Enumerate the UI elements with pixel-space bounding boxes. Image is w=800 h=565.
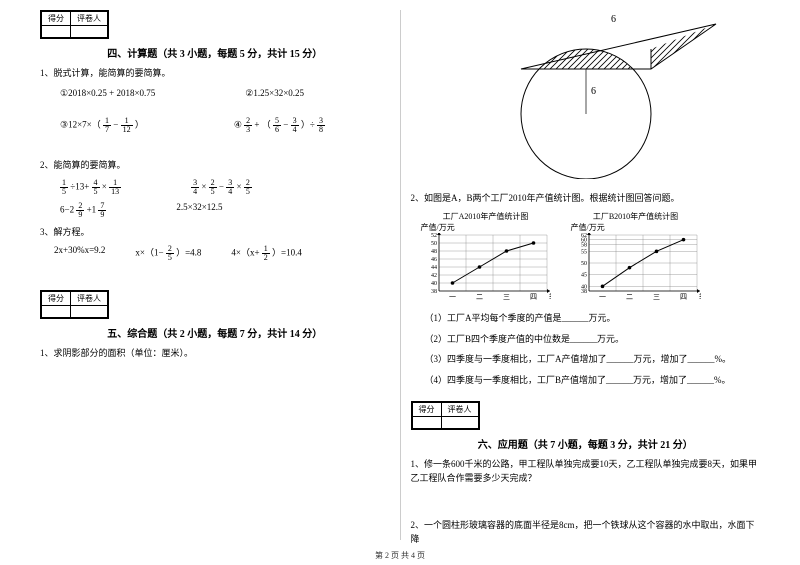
q3c: 4×（x+ 12 ）=10.4 [231,245,301,262]
svg-text:季度: 季度 [549,292,551,301]
score-label: 得分 [42,12,71,26]
svg-text:40: 40 [581,285,587,291]
q2c: 6−2 29 +1 79 [60,202,106,219]
q1d: ④ 23 + （ 56 − 34 ）÷ 38 [234,117,325,134]
svg-text:6: 6 [591,86,596,97]
score-box: 得分 评卷人 [40,10,109,39]
svg-text:6: 6 [611,14,616,25]
q1: 1、脱式计算，能简算的要简算。 [40,66,390,80]
svg-text:50: 50 [431,241,437,247]
rq2: 2、如图是A，B两个工厂2010年产值统计图。根据统计图回答问题。 [411,191,761,205]
svg-text:四: 四 [680,293,687,301]
q5-1: 1、求阴影部分的面积（单位：厘米）。 [40,346,390,360]
grader-label: 评卷人 [71,12,108,26]
svg-text:季度: 季度 [699,292,701,301]
svg-text:46: 46 [431,257,437,263]
q3b: x×（1− 25 ）=4.8 [135,245,201,262]
svg-text:45: 45 [581,273,587,279]
q2b: 34 × 25 − 34 × 25 [191,179,252,196]
svg-text:三: 三 [503,293,510,301]
chart-b: 工厂B2010年产值统计图 产值/万元 3840455055586062一二三四… [571,211,701,305]
rq2-2: （2）工厂B四个季度产值的中位数是______万元。 [425,332,761,346]
svg-text:52: 52 [431,233,437,239]
q3: 3、解方程。 [40,225,390,239]
score-box-6: 得分评卷人 [411,401,480,430]
svg-text:二: 二 [476,293,483,301]
svg-text:42: 42 [431,273,437,279]
q6-1: 1、修一条600千米的公路，甲工程队单独完成要10天，乙工程队单独完成要8天，如… [411,457,761,486]
left-column: 得分 评卷人 四、计算题（共 3 小题，每题 5 分，共计 15 分） 1、脱式… [30,10,401,540]
svg-text:三: 三 [653,293,660,301]
q3a: 2x+30%x=9.2 [54,245,105,262]
chart-a: 工厂A2010年产值统计图 产值/万元 3840424446485052一二三四… [421,211,551,305]
svg-text:62: 62 [581,233,587,239]
geometry-figure: 6 6 [491,14,761,181]
rq2-1: （1）工厂A平均每个季度的产值是______万元。 [425,311,761,325]
svg-text:44: 44 [431,265,437,271]
svg-text:55: 55 [581,250,587,256]
section-4-title: 四、计算题（共 3 小题，每题 5 分，共计 15 分） [40,45,390,60]
q1b: ②1.25×32×0.25 [245,88,304,99]
q2a: 15 ÷13+ 45 × 113 [60,179,121,196]
page-footer: 第 2 页 共 4 页 [0,550,800,561]
rq2-3: （3）四季度与一季度相比，工厂A产值增加了______万元，增加了______%… [425,352,761,366]
svg-text:二: 二 [626,293,633,301]
score-box-5: 得分评卷人 [40,290,109,319]
right-column: 6 6 2、如图是A，B两个工厂2010年产值统计图。根据统计图回答问题。 工厂… [401,10,771,540]
q2d: 2.5×32×12.5 [176,202,222,219]
svg-text:四: 四 [530,293,537,301]
q6-2: 2、一个圆柱形玻璃容器的底面半径是8cm，把一个铁球从这个容器的水中取出，水面下… [411,518,761,547]
svg-text:40: 40 [431,281,437,287]
rq2-4: （4）四季度与一季度相比，工厂B产值增加了______万元，增加了______%… [425,373,761,387]
svg-text:一: 一 [599,293,606,301]
svg-text:50: 50 [581,261,587,267]
section-6-title: 六、应用题（共 7 小题，每题 3 分，共计 21 分） [411,436,761,451]
section-5-title: 五、综合题（共 2 小题，每题 7 分，共计 14 分） [40,325,390,340]
q1c: ③12×7×（ 17 − 112 ） [60,117,144,134]
svg-text:48: 48 [431,249,437,255]
q2: 2、能简算的要简算。 [40,158,390,172]
svg-text:38: 38 [431,289,437,295]
charts: 工厂A2010年产值统计图 产值/万元 3840424446485052一二三四… [421,211,761,305]
svg-text:一: 一 [449,293,456,301]
q1a: ①2018×0.25 + 2018×0.75 [60,88,155,99]
